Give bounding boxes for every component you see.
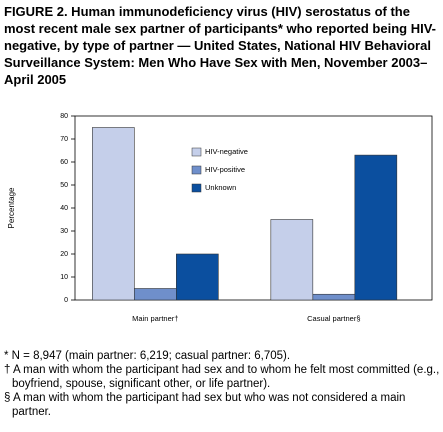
y-axis-label: Percentage	[7, 187, 16, 228]
y-tick-label: 30	[60, 228, 68, 235]
y-tick-label: 40	[60, 205, 68, 212]
bar	[92, 127, 135, 301]
footnote: * N = 8,947 (main partner: 6,219; casual…	[4, 350, 291, 362]
y-tick-label: 10	[60, 274, 68, 281]
legend-label: HIV-negative	[205, 147, 248, 156]
bar	[312, 293, 356, 301]
bar	[354, 154, 398, 301]
x-tick-label: Casual partner§	[307, 314, 360, 323]
footnotes: * N = 8,947 (main partner: 6,219; casual…	[4, 349, 440, 419]
legend-label: HIV-positive	[205, 165, 245, 174]
legend-label: Unknown	[205, 183, 236, 192]
y-tick-label: 0	[64, 297, 68, 304]
x-tick-label: Main partner†	[132, 314, 178, 323]
y-tick-label: 80	[60, 113, 68, 120]
chart: Percentage 0 10 20 30 40 50 60 70 80 Main partner…	[7, 113, 433, 323]
y-tick-label: 70	[60, 136, 68, 143]
y-tick-label: 60	[60, 159, 68, 166]
bar	[270, 219, 314, 301]
legend-swatch	[191, 183, 202, 193]
y-tick-label: 50	[60, 182, 68, 189]
bar	[134, 288, 177, 301]
legend-swatch	[191, 147, 202, 157]
bar	[176, 253, 219, 301]
legend-swatch	[191, 165, 202, 175]
y-tick-label: 20	[60, 251, 68, 258]
chart-title: FIGURE 2. Human immunodeficiency virus (…	[4, 4, 436, 87]
footnote: § A man with whom the participant had se…	[4, 392, 406, 418]
footnote: † A man with whom the participant had se…	[4, 364, 440, 390]
